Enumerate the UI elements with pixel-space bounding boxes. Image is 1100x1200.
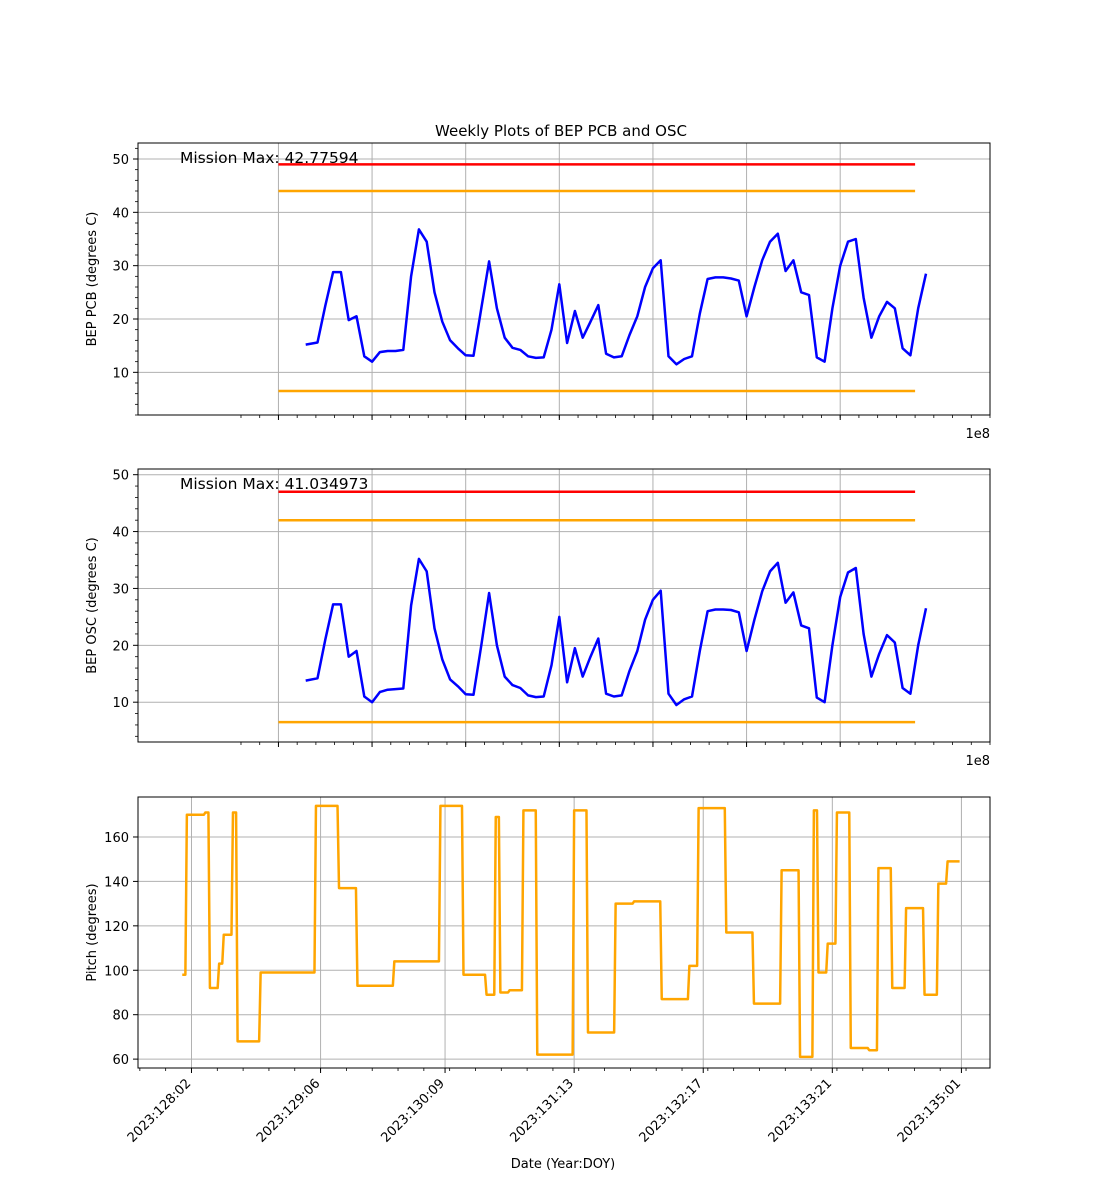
pcb-axes-frame bbox=[137, 142, 991, 416]
osc-series bbox=[305, 557, 928, 707]
osc-y-tick-label: 50 bbox=[112, 469, 129, 484]
pitch-y-tick-label: 80 bbox=[112, 1009, 129, 1024]
pitch-y-tick-label: 120 bbox=[104, 920, 129, 935]
pitch-x-tick-label: 2023:131:13 bbox=[508, 1076, 577, 1145]
pcb-y-axis-label: BEP PCB (degrees C) bbox=[85, 212, 100, 347]
osc-axes-frame bbox=[137, 468, 991, 743]
pcb-y-tick-label: 30 bbox=[112, 260, 129, 275]
figure-title: Weekly Plots of BEP PCB and OSC bbox=[435, 122, 687, 140]
pitch-y-axis-label: Pitch (degrees) bbox=[85, 883, 100, 981]
pitch-series-line bbox=[182, 804, 960, 1059]
pcb-ticks: 10 20 30 40 50 bbox=[112, 147, 991, 420]
pcb-y-tick-label: 10 bbox=[112, 366, 129, 381]
pcb-y-tick-label: 50 bbox=[112, 153, 129, 168]
pcb-series-line bbox=[305, 228, 928, 366]
pitch-series bbox=[182, 804, 960, 1059]
pitch-axes-frame bbox=[137, 796, 991, 1069]
osc-mission-max-annotation: Mission Max: 41.034973 bbox=[180, 475, 368, 493]
pitch-y-tick-label: 160 bbox=[104, 831, 129, 846]
pitch-chart: 2023:128:02 2023:129:06 2023:130:09 2023:13… bbox=[85, 796, 991, 1172]
pitch-x-axis-label: Date (Year:DOY) bbox=[511, 1157, 616, 1172]
pcb-mission-max-annotation: Mission Max: 42.77594 bbox=[180, 149, 359, 167]
osc-ticks: 10 20 30 40 50 bbox=[112, 469, 991, 747]
osc-series-line bbox=[305, 557, 928, 707]
pcb-temperature-chart: 10 20 30 40 50 BEP PCB (degrees C) Mission M… bbox=[85, 142, 991, 442]
osc-y-tick-label: 30 bbox=[112, 582, 129, 597]
osc-y-axis-label: BEP OSC (degrees C) bbox=[85, 537, 100, 673]
pcb-y-tick-label: 20 bbox=[112, 313, 129, 328]
pcb-series bbox=[305, 228, 928, 366]
pitch-y-tick-label: 100 bbox=[104, 964, 129, 979]
osc-y-tick-label: 40 bbox=[112, 526, 129, 541]
pitch-y-tick-label: 140 bbox=[104, 875, 129, 890]
pitch-x-tick-label: 2023:130:09 bbox=[378, 1076, 447, 1145]
pcb-x-offset-label: 1e8 bbox=[965, 427, 990, 442]
osc-temperature-chart: 10 20 30 40 50 BEP OSC (degrees C) Mission M… bbox=[85, 468, 991, 769]
pitch-x-tick-label: 2023:132:17 bbox=[637, 1076, 706, 1145]
pitch-x-tick-label: 2023:135:01 bbox=[895, 1076, 964, 1145]
pitch-x-tick-label: 2023:133:21 bbox=[766, 1076, 835, 1145]
pitch-x-tick-label: 2023:129:06 bbox=[254, 1076, 323, 1145]
pcb-limit-lines bbox=[278, 163, 916, 393]
osc-grid bbox=[138, 469, 990, 742]
osc-y-tick-label: 20 bbox=[112, 639, 129, 654]
osc-x-offset-label: 1e8 bbox=[965, 754, 990, 769]
pcb-y-tick-label: 40 bbox=[112, 206, 129, 221]
osc-limit-lines bbox=[278, 490, 916, 724]
pitch-y-tick-label: 60 bbox=[112, 1053, 129, 1068]
pitch-x-tick-label: 2023:128:02 bbox=[125, 1076, 194, 1145]
osc-y-tick-label: 10 bbox=[112, 696, 129, 711]
pitch-grid bbox=[138, 797, 990, 1068]
